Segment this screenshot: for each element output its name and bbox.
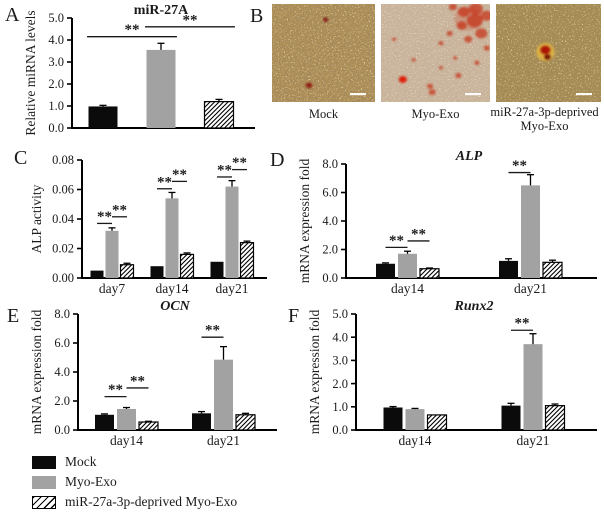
- legend-item-mock: Mock: [32, 454, 237, 469]
- panel-letter-c: C: [14, 147, 28, 169]
- svg-text:day14: day14: [399, 433, 432, 448]
- svg-text:Relative miRNA levels: Relative miRNA levels: [23, 10, 38, 135]
- svg-text:0.0: 0.0: [54, 423, 70, 437]
- panel-e-chart: 0.0 2.0 4.0 6.0 8.0 mRNA expression fold OCN da…: [28, 298, 280, 450]
- svg-text:day14: day14: [156, 281, 189, 296]
- svg-text:5.0: 5.0: [48, 11, 64, 25]
- panel-letter-b: B: [250, 5, 264, 27]
- svg-text:4.0: 4.0: [48, 33, 64, 47]
- legend-item-myo-exo: Myo-Exo: [32, 474, 237, 489]
- svg-text:**: **: [112, 202, 127, 218]
- svg-text:**: **: [512, 158, 527, 174]
- svg-text:1.0: 1.0: [48, 99, 64, 113]
- panel-c-chart: 0.00 0.02 0.04 0.06 0.08 ALP activity day7 day1…: [28, 148, 270, 298]
- panel-a-chart: 0.0 1.0 2.0 3.0 4.0 5.0 Relative miRNA levels m…: [22, 2, 258, 138]
- svg-text:**: **: [411, 226, 426, 242]
- svg-text:4.0: 4.0: [54, 365, 70, 379]
- svg-text:**: **: [515, 316, 530, 332]
- svg-text:**: **: [217, 162, 232, 178]
- legend-label-mock: Mock: [65, 454, 97, 469]
- svg-text:mRNA expression fold: mRNA expression fold: [307, 310, 322, 435]
- legend-swatch-hatch: [32, 495, 56, 509]
- svg-text:day21: day21: [216, 281, 249, 296]
- svg-text:0.0: 0.0: [48, 121, 64, 135]
- micrograph-myo-exo: [381, 4, 490, 102]
- svg-text:**: **: [172, 167, 187, 183]
- legend-swatch-gray: [32, 475, 56, 489]
- svg-text:Runx2: Runx2: [454, 299, 494, 314]
- svg-text:day14: day14: [391, 281, 424, 296]
- svg-text:**: **: [183, 12, 198, 28]
- svg-text:2.0: 2.0: [54, 394, 70, 408]
- svg-text:day21: day21: [514, 281, 547, 296]
- svg-text:ALP: ALP: [455, 149, 483, 164]
- svg-text:0.06: 0.06: [52, 183, 74, 197]
- svg-text:**: **: [205, 323, 220, 339]
- legend-item-deprived: miR-27a-3p-deprived Myo-Exo: [32, 494, 238, 509]
- svg-text:5.0: 5.0: [332, 307, 348, 321]
- panel-letter-a: A: [5, 4, 20, 26]
- svg-text:day21: day21: [207, 433, 240, 448]
- svg-text:8.0: 8.0: [54, 307, 70, 321]
- svg-text:6.0: 6.0: [54, 336, 70, 350]
- svg-text:miR-27A: miR-27A: [134, 3, 189, 18]
- micrograph-caption-deprived: miR-27a-3p-deprived Myo-Exo: [490, 105, 599, 134]
- legend-label-deprived: miR-27a-3p-deprived Myo-Exo: [65, 494, 238, 509]
- svg-text:**: **: [130, 373, 145, 389]
- micrograph-caption-mock: Mock: [308, 107, 339, 121]
- svg-text:6.0: 6.0: [322, 186, 338, 200]
- svg-text:0.02: 0.02: [52, 242, 74, 256]
- svg-text:3.0: 3.0: [332, 354, 348, 368]
- svg-text:**: **: [97, 209, 112, 225]
- legend-label-myo-exo: Myo-Exo: [65, 474, 117, 489]
- micrograph-caption-myo-exo: Myo-Exo: [411, 107, 460, 121]
- svg-text:day21: day21: [517, 433, 550, 448]
- legend-swatch-black: [32, 455, 56, 469]
- panel-letter-e: E: [7, 305, 20, 327]
- svg-text:0.0: 0.0: [322, 271, 338, 285]
- panel-f-chart: 0.0 1.0 2.0 3.0 4.0 5.0 mRNA expression fold Ru…: [306, 298, 600, 450]
- svg-text:mRNA expression fold: mRNA expression fold: [29, 310, 44, 435]
- legend: Mock Myo-Exo miR-27a-3p-deprived Myo-Exo: [32, 454, 238, 515]
- panel-letter-d: D: [270, 149, 285, 171]
- svg-text:0.08: 0.08: [52, 153, 74, 167]
- svg-text:8.0: 8.0: [322, 157, 338, 171]
- svg-text:0.0: 0.0: [332, 423, 348, 437]
- svg-text:mRNA expression fold: mRNA expression fold: [297, 159, 312, 284]
- svg-text:2.0: 2.0: [48, 77, 64, 91]
- micrograph-mir-27a-3p-deprived-myo-exo: [496, 4, 601, 102]
- svg-text:4.0: 4.0: [332, 330, 348, 344]
- svg-text:day7: day7: [99, 281, 125, 296]
- svg-text:2.0: 2.0: [332, 377, 348, 391]
- svg-text:OCN: OCN: [160, 299, 190, 314]
- svg-text:0.00: 0.00: [52, 271, 74, 285]
- svg-text:ALP activity: ALP activity: [29, 184, 44, 253]
- svg-text:**: **: [157, 174, 172, 190]
- svg-text:**: **: [232, 155, 247, 171]
- svg-text:**: **: [125, 22, 140, 38]
- svg-text:**: **: [389, 233, 404, 249]
- panel-letter-f: F: [288, 305, 300, 327]
- svg-text:day14: day14: [110, 433, 143, 448]
- svg-text:2.0: 2.0: [322, 243, 338, 257]
- svg-text:0.04: 0.04: [52, 212, 75, 226]
- svg-text:3.0: 3.0: [48, 55, 64, 69]
- micrograph-mock: [272, 4, 375, 102]
- svg-text:**: **: [108, 382, 123, 398]
- svg-text:4.0: 4.0: [322, 214, 338, 228]
- svg-text:1.0: 1.0: [332, 400, 348, 414]
- panel-d-chart: 0.0 2.0 4.0 6.0 8.0 mRNA expression fold ALP da…: [296, 148, 600, 298]
